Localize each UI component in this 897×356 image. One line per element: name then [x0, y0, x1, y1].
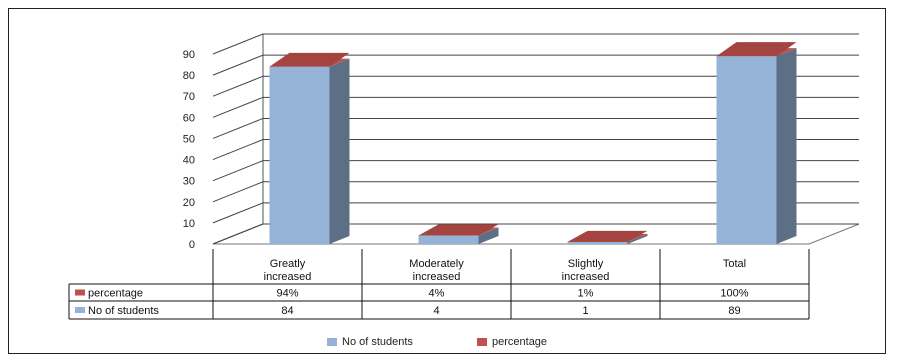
y-tick-label: 80 [183, 70, 195, 82]
y-tick-label: 10 [183, 218, 195, 230]
percentage-bar-top [716, 42, 797, 57]
gridline [212, 160, 859, 182]
table-cell: 4 [433, 305, 439, 317]
gridline [212, 181, 859, 203]
gridlines [212, 33, 859, 245]
row-label: No of students [88, 305, 159, 317]
y-tick-label: 90 [183, 49, 195, 61]
x-tick-label: Moderately increased [409, 258, 464, 283]
table-cell: 89 [728, 305, 740, 317]
row-label: percentage [88, 288, 143, 300]
y-tick-label: 30 [183, 176, 195, 188]
table-cell: 100% [720, 288, 748, 300]
bar-side [776, 48, 797, 244]
legend-label: percentage [492, 336, 547, 348]
gridline [212, 96, 859, 118]
bar [269, 66, 330, 244]
legend: No of students percentage [327, 336, 547, 348]
bars [269, 42, 797, 244]
gridline [212, 54, 859, 76]
percentage-bar-top [269, 52, 350, 67]
data-table: Greatly increased Moderately increased Sligh… [68, 249, 810, 320]
gridline [212, 117, 859, 139]
gridline [212, 139, 859, 161]
x-tick-label: Total [723, 258, 746, 270]
bar [567, 241, 628, 244]
row-legend-key [75, 289, 85, 296]
y-tick-label: 20 [183, 197, 195, 209]
y-tick-label: 70 [183, 91, 195, 103]
y-tick-label: 40 [183, 155, 195, 167]
bar-chart: 0 10 20 30 40 50 60 70 80 90 Greatly increased Mode… [68, 33, 860, 348]
y-tick-label: 50 [183, 133, 195, 145]
table-cell: 4% [429, 288, 445, 300]
x-tick-label: Greatly increased [264, 258, 312, 283]
table-cell: 94% [276, 288, 298, 300]
bar [418, 235, 479, 244]
gridline [212, 202, 859, 224]
bar-side [627, 233, 648, 244]
y-tick-label: 0 [189, 239, 195, 251]
percentage-bar-top [567, 230, 648, 242]
gridline [212, 223, 859, 245]
legend-key [327, 338, 337, 346]
bar-group [567, 230, 648, 244]
bar-group [418, 224, 499, 244]
bar-side [329, 58, 350, 244]
percentage-bar-top [418, 224, 499, 236]
legend-key [477, 338, 487, 346]
chart-frame: 0 10 20 30 40 50 60 70 80 90 Greatly increased Mode… [8, 8, 886, 354]
table-cell: 1% [578, 288, 594, 300]
gridline [212, 33, 859, 55]
table-cell: 1 [582, 305, 588, 317]
y-axis-ticks: 0 10 20 30 40 50 60 70 80 90 [183, 49, 195, 251]
row-legend-key [75, 307, 85, 313]
bar-group [269, 52, 350, 244]
bar [716, 56, 777, 244]
table-cell: 84 [281, 305, 293, 317]
bar-side [478, 227, 499, 244]
y-tick-label: 60 [183, 112, 195, 124]
gridline [212, 75, 859, 97]
bar-group [716, 42, 797, 244]
x-tick-label: Slightly increased [562, 258, 610, 283]
legend-label: No of students [342, 336, 413, 348]
